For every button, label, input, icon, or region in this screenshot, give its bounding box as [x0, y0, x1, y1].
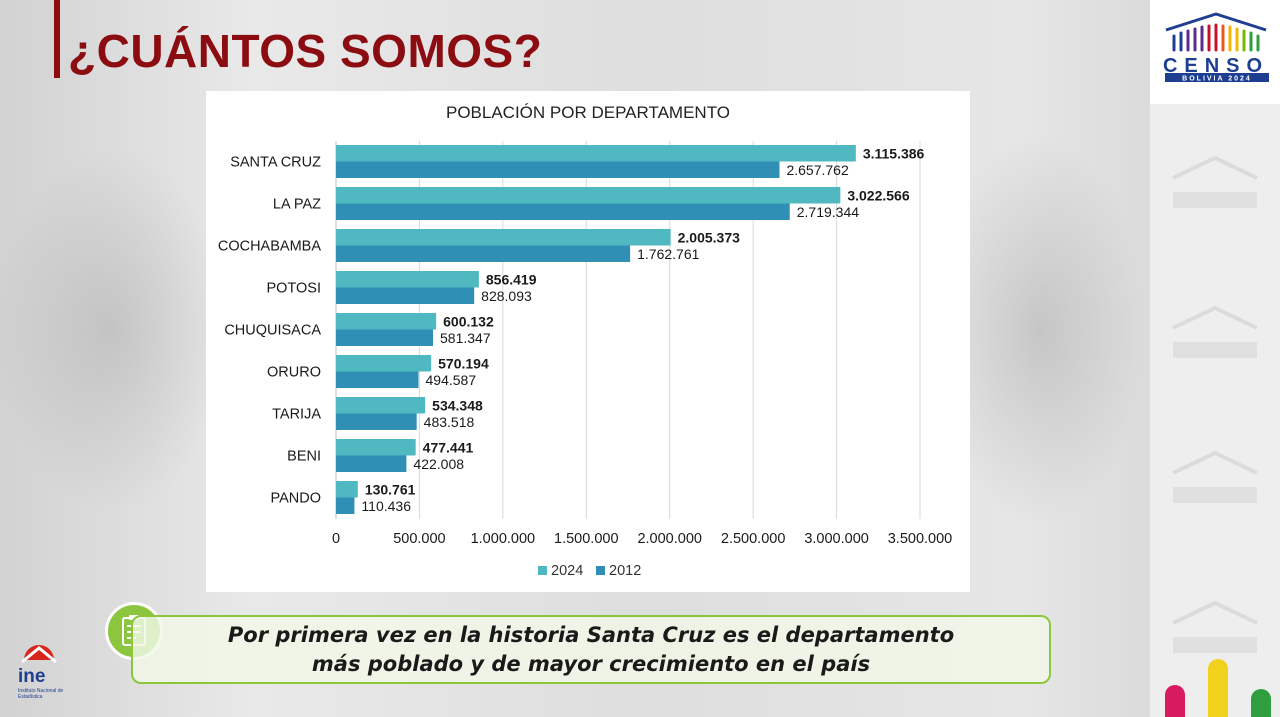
bar-2012 [336, 371, 419, 388]
data-label-2024: 534.348 [432, 397, 483, 413]
callout-line-2: más poblado y de mayor crecimiento en el… [311, 651, 871, 676]
data-label-2024: 3.115.386 [863, 145, 925, 161]
category-label: TARIJA [272, 407, 321, 423]
decorative-bar-green [1251, 689, 1271, 717]
bar-2024 [336, 145, 856, 162]
watermark-logo [1172, 600, 1258, 653]
category-label: LA PAZ [273, 197, 321, 213]
x-tick-label: 3.500.000 [888, 531, 953, 547]
category-label: SANTA CRUZ [230, 155, 321, 171]
censo-logo-name: CENSO [1163, 55, 1269, 77]
ine-logo-subtitle: Instituto Nacional de Estadística [18, 688, 64, 700]
legend-label-2012: 2012 [609, 563, 641, 579]
bar-2012 [336, 287, 475, 304]
data-label-2012: 2.657.762 [786, 162, 848, 178]
watermark-logo [1172, 450, 1258, 503]
bar-2024 [336, 397, 426, 414]
x-tick-label: 500.000 [393, 531, 445, 547]
callout-box: Por primera vez en la historia Santa Cru… [131, 615, 1051, 684]
data-label-2024: 477.441 [423, 439, 474, 455]
legend-swatch-2012 [596, 566, 605, 575]
data-label-2024: 2.005.373 [678, 229, 740, 245]
x-tick-label: 0 [332, 531, 340, 547]
data-label-2012: 1.762.761 [637, 246, 699, 262]
watermark-logo [1172, 305, 1258, 358]
chart-title: POBLACIÓN POR DEPARTAMENTO [446, 103, 730, 122]
category-label: CHUQUISACA [224, 323, 321, 339]
x-tick-label: 2.000.000 [637, 531, 702, 547]
data-label-2012: 581.347 [440, 330, 491, 346]
ine-logo [21, 645, 57, 664]
category-label: ORURO [267, 365, 321, 381]
watermark-logo [1172, 155, 1258, 208]
bar-2012 [336, 245, 631, 262]
data-label-2012: 2.719.344 [797, 204, 859, 220]
x-tick-label: 2.500.000 [721, 531, 786, 547]
censo-logo: CENSO BOLIVIA 2024 [1150, 0, 1280, 104]
bar-2024 [336, 271, 479, 288]
category-label: POTOSI [266, 281, 321, 297]
title-accent-bar [54, 0, 60, 78]
decorative-bar-red [1165, 685, 1185, 717]
bar-2024 [336, 229, 671, 246]
bar-2024 [336, 481, 358, 498]
bar-2024 [336, 355, 432, 372]
censo-logo-graphic: CENSO BOLIVIA 2024 [1163, 12, 1269, 83]
data-label-2024: 856.419 [486, 271, 537, 287]
x-tick-label: 3.000.000 [804, 531, 869, 547]
data-label-2012: 828.093 [481, 288, 532, 304]
censo-logo-subtitle: BOLIVIA 2024 [1182, 76, 1252, 83]
data-label-2024: 3.022.566 [847, 187, 909, 203]
bar-2024 [336, 187, 841, 204]
side-panel [1150, 0, 1280, 717]
data-label-2012: 422.008 [413, 456, 464, 472]
bar-2012 [336, 497, 355, 514]
page-title: ¿CUÁNTOS SOMOS? [68, 25, 543, 77]
data-label-2012: 494.587 [426, 372, 477, 388]
x-tick-label: 1.000.000 [471, 531, 536, 547]
data-label-2024: 600.132 [443, 313, 494, 329]
data-label-2012: 110.436 [361, 498, 411, 514]
category-label: COCHABAMBA [218, 239, 321, 255]
bar-2012 [336, 161, 780, 178]
bar-2012 [336, 203, 790, 220]
bar-2012 [336, 455, 407, 472]
category-label: PANDO [271, 491, 322, 507]
population-bar-chart: POBLACIÓN POR DEPARTAMENTO 3.115.386 2.65… [218, 103, 953, 579]
decorative-bar-yellow [1208, 659, 1228, 717]
data-label-2024: 570.194 [438, 355, 489, 371]
ine-logo-text: ine [18, 666, 46, 687]
x-tick-label: 1.500.000 [554, 531, 619, 547]
legend-swatch-2024 [538, 566, 547, 575]
data-label-2012: 483.518 [424, 414, 475, 430]
legend-label-2024: 2024 [551, 563, 583, 579]
bar-2012 [336, 329, 434, 346]
chart-card: POBLACIÓN POR DEPARTAMENTO 3.115.386 2.65… [206, 91, 970, 592]
data-label-2024: 130.761 [365, 481, 416, 497]
bar-2024 [336, 313, 437, 330]
bar-2012 [336, 413, 417, 430]
bar-2024 [336, 439, 416, 456]
category-label: BENI [287, 449, 321, 465]
callout-line-1: Por primera vez en la historia Santa Cru… [227, 622, 955, 647]
